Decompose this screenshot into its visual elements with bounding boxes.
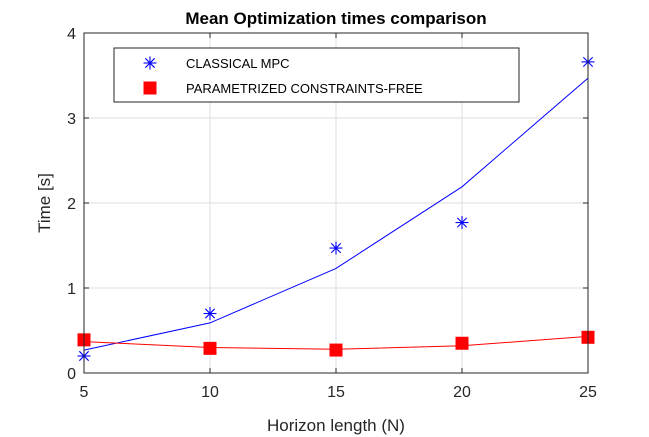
legend-marker xyxy=(143,81,157,95)
x-tick-label: 15 xyxy=(327,384,345,401)
data-point xyxy=(329,241,343,255)
data-point xyxy=(329,343,343,357)
x-tick-label: 10 xyxy=(201,384,219,401)
legend-entry: PARAMETRIZED CONSTRAINTS-FREE xyxy=(186,81,423,96)
y-tick-label: 1 xyxy=(67,281,76,298)
ticks: 5 10 15 20 25 0 1 2 3 4 xyxy=(67,26,597,401)
x-tick-label: 20 xyxy=(453,384,471,401)
x-tick-label: 25 xyxy=(579,384,597,401)
x-tick-label: 5 xyxy=(80,384,89,401)
series-fit-line xyxy=(83,77,589,351)
legend-entry: CLASSICAL MPC xyxy=(186,56,290,71)
data-point xyxy=(203,307,217,320)
chart-title: Mean Optimization times comparison xyxy=(185,9,486,28)
y-tick-label: 4 xyxy=(67,26,76,43)
data-point xyxy=(455,216,469,230)
legend: CLASSICAL MPC PARAMETRIZED CONSTRAINTS-FR… xyxy=(113,47,520,103)
x-axis-label: Horizon length (N) xyxy=(267,416,405,435)
y-tick-label: 3 xyxy=(67,111,76,128)
series-1 xyxy=(77,330,595,357)
y-axis-label: Time [s] xyxy=(35,173,54,233)
data-point xyxy=(203,341,217,355)
data-point xyxy=(455,336,469,350)
y-tick-label: 0 xyxy=(67,366,76,383)
y-tick-label: 2 xyxy=(67,196,76,213)
legend-marker xyxy=(143,56,157,70)
legend-box xyxy=(113,47,520,103)
